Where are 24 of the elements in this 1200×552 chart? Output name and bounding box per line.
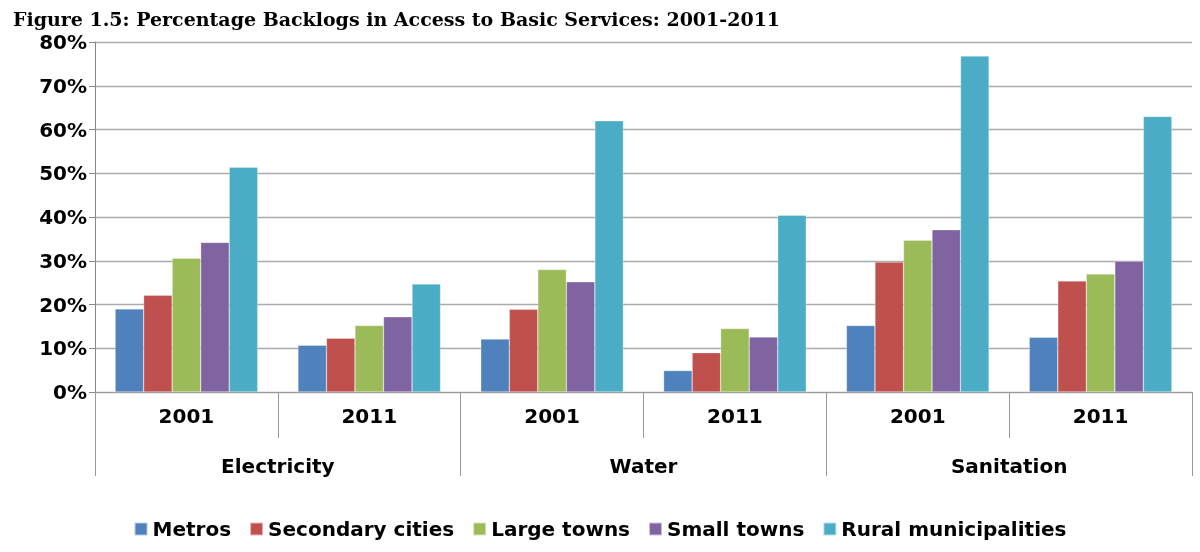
legend-label: Rural municipalities [841,517,1067,541]
y-tick-label: 0% [53,380,87,404]
legend-label: Metros [152,517,232,541]
y-tick-label: 10% [39,336,87,361]
x-tick-label: 2001 [158,404,215,428]
x-tick-label: 2011 [341,404,398,428]
y-tick-label: 80% [39,30,87,54]
text: Electricity [221,454,335,478]
x-tick-label: 2011 [707,404,763,428]
y-tick-label: 20% [39,292,87,317]
legend-label: Secondary cities [268,517,455,541]
y-tick-label: 60% [39,117,87,142]
x-tick-label: 2011 [1072,404,1129,428]
y-tick-label: 40% [39,205,87,229]
text: Water [609,454,678,478]
text: Sanitation [950,454,1068,478]
x-tick-label: 2001 [889,404,946,428]
legend-label: Small towns [667,517,805,541]
legend-label: Large towns [491,517,631,541]
chart-title: Figure 1.5: Percentage Backlogs in Access to Basic Services: 2001-2011 [13,7,781,30]
x-tick-label: 2001 [524,404,580,428]
y-tick-label: 30% [39,248,87,273]
y-tick-label: 50% [39,161,87,186]
y-tick-label: 70% [39,73,87,98]
